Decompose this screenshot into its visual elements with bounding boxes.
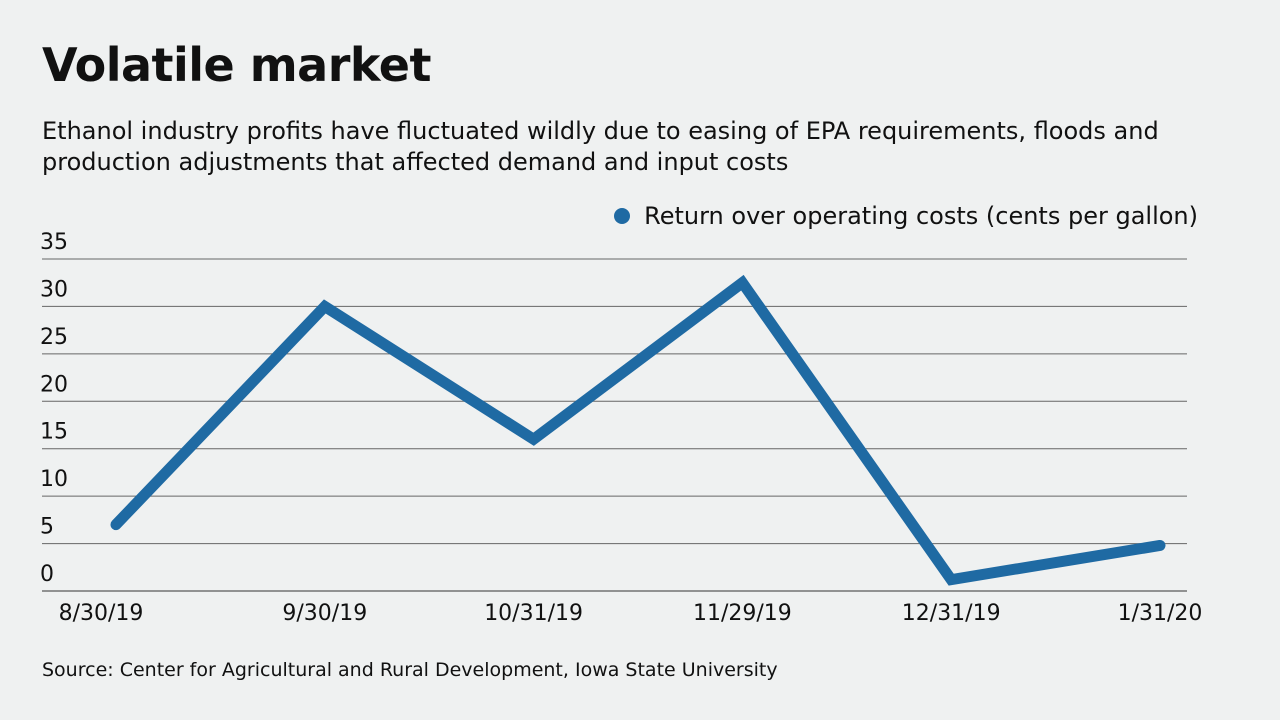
y-tick-label: 30 [40,277,68,302]
legend-marker [614,208,631,224]
x-tick-label: 8/30/19 [59,601,144,626]
y-tick-label: 10 [40,467,68,492]
y-tick-label: 0 [40,562,54,587]
x-tick-label: 9/30/19 [282,601,367,626]
y-tick-label: 25 [40,325,68,350]
y-tick-label: 5 [40,515,54,540]
source-note: Source: Center for Agricultural and Rura… [42,659,778,681]
y-tick-label: 35 [40,230,68,255]
chart-subtitle: Ethanol industry profits have fluctuated… [42,117,1159,176]
series-line [110,274,1166,586]
chart-title: Volatile market [42,38,431,92]
x-tick-label: 12/31/19 [902,601,1001,626]
legend: Return over operating costs (cents per g… [614,202,1198,230]
y-tick-label: 15 [40,420,68,445]
y-tick-label: 20 [40,372,68,397]
x-tick-label: 10/31/19 [484,601,583,626]
x-tick-label: 1/31/20 [1118,601,1203,626]
legend-label: Return over operating costs (cents per g… [644,202,1198,230]
x-tick-label: 11/29/19 [693,601,792,626]
